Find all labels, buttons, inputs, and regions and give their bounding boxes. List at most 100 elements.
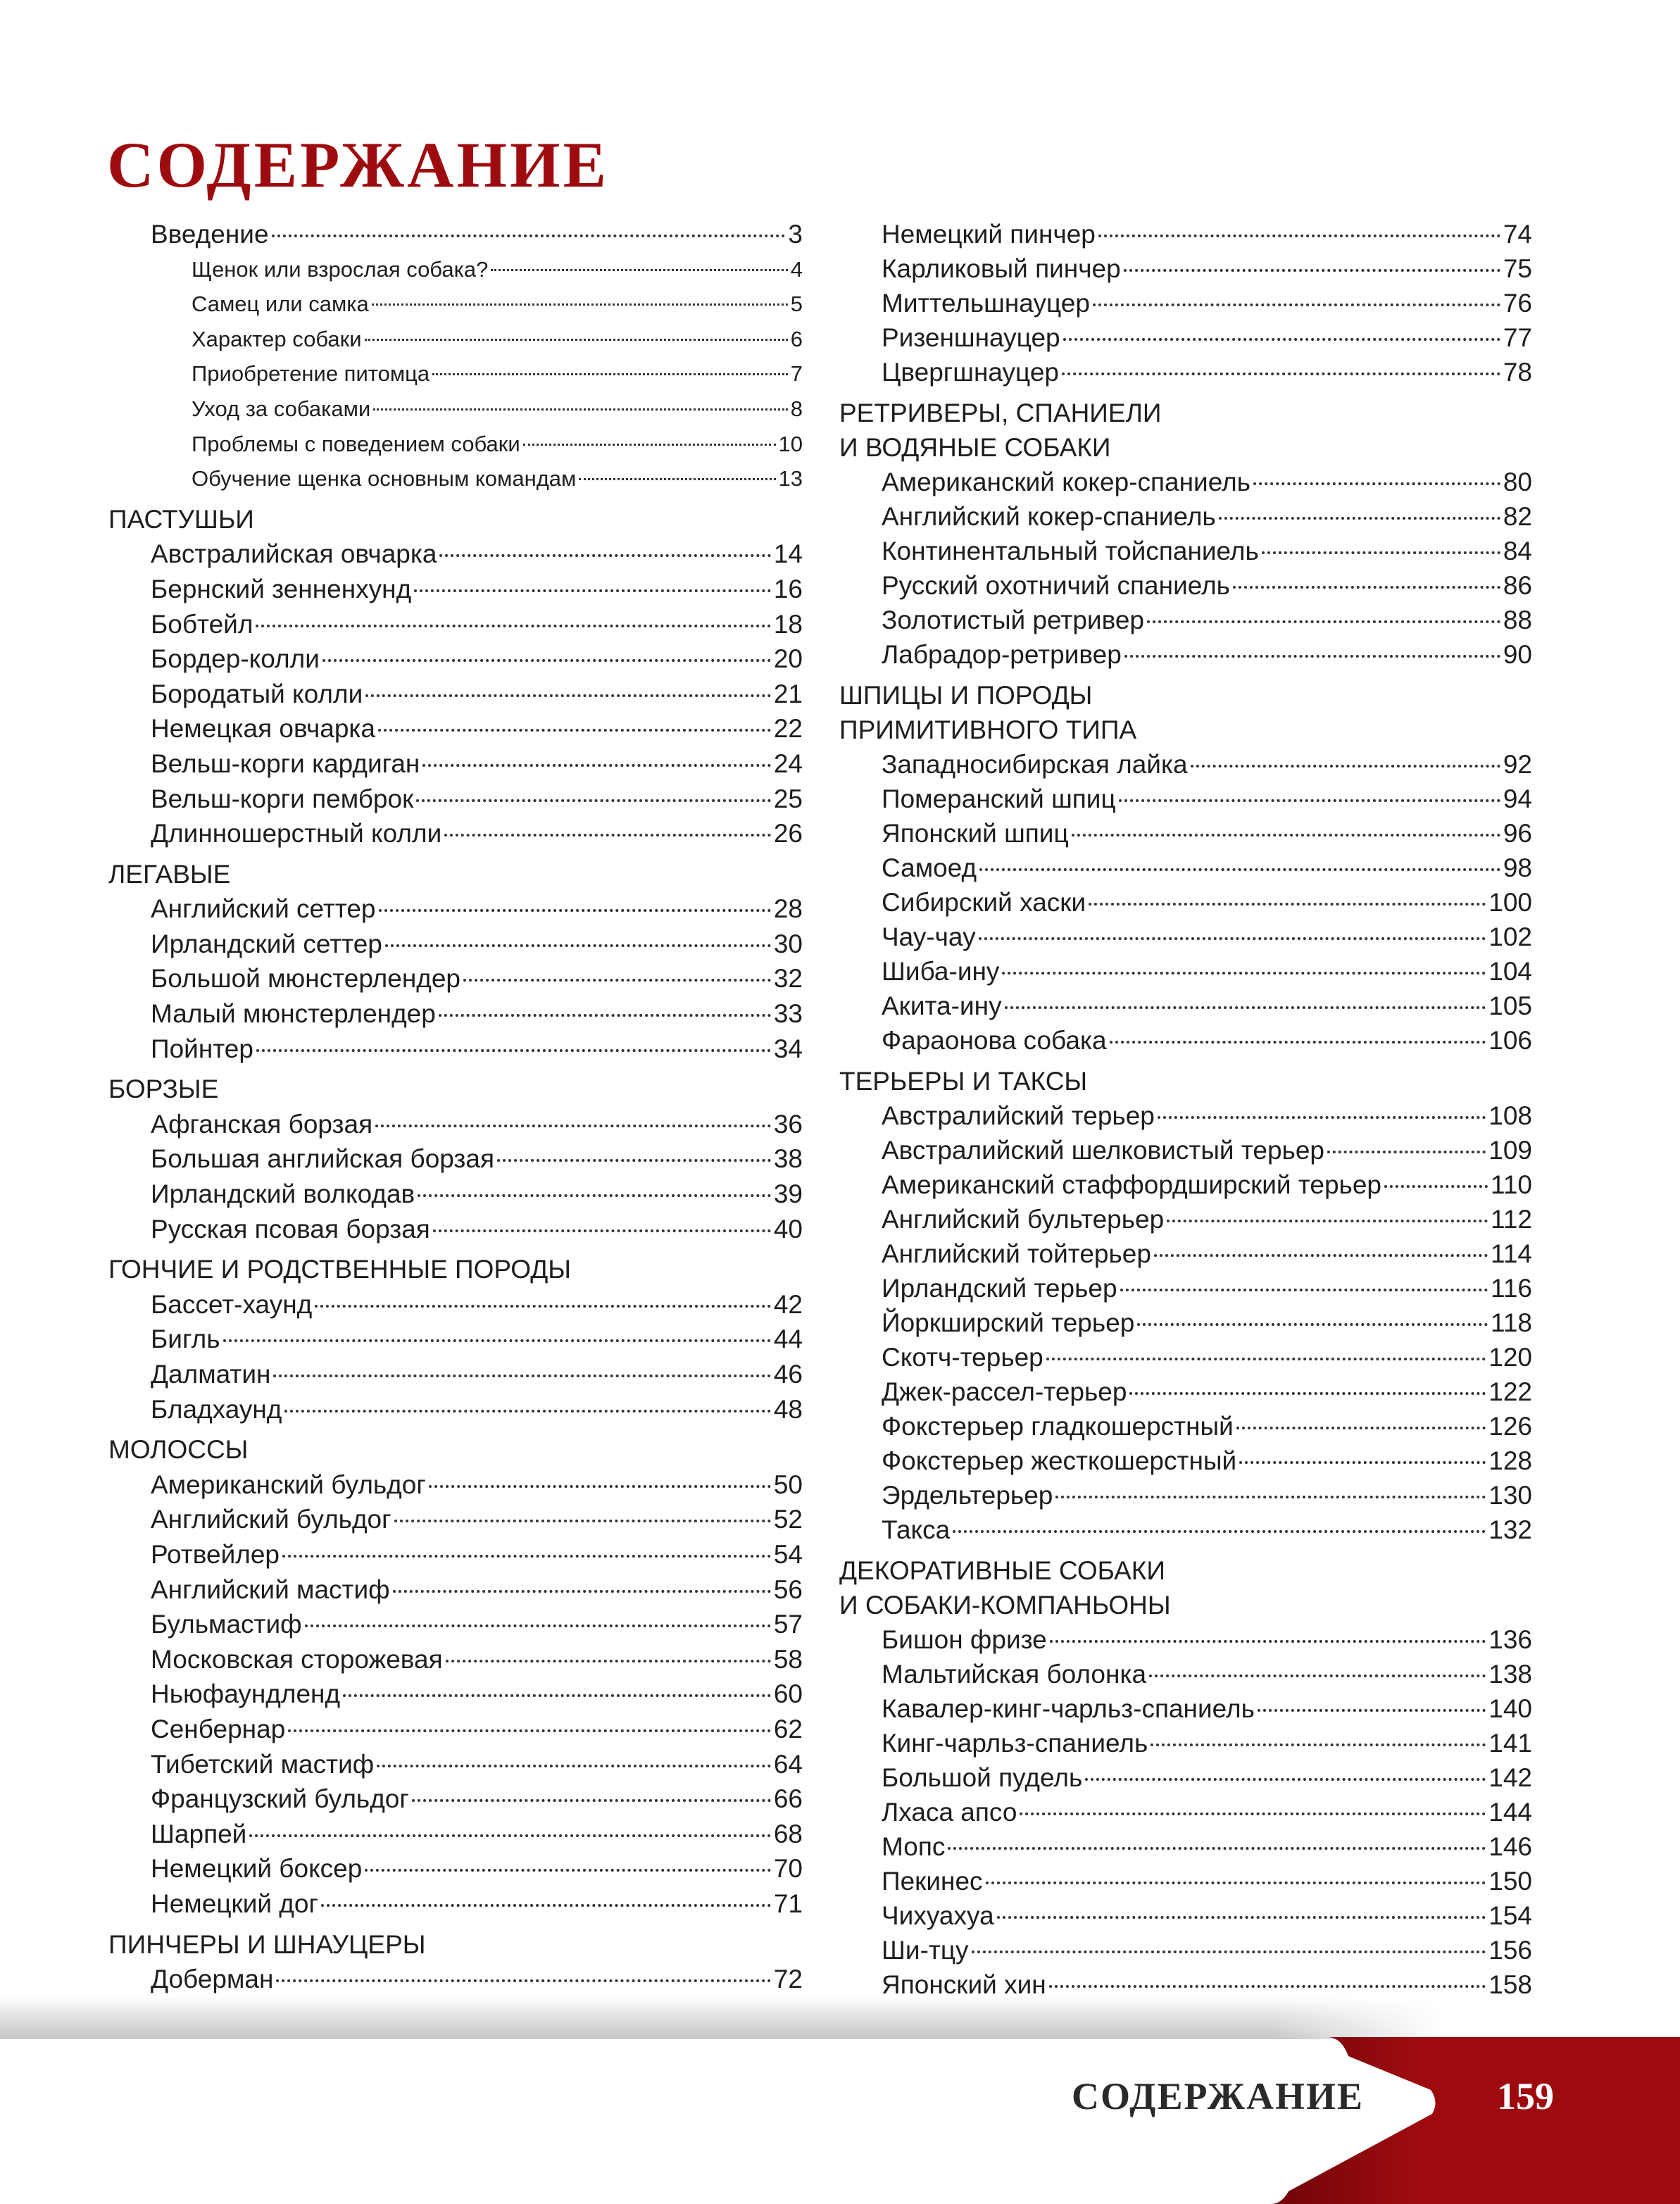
toc-entry[interactable]: Шарпей 68 — [108, 1817, 803, 1852]
toc-entry[interactable]: Русская псовая борзая 40 — [108, 1212, 803, 1247]
toc-entry[interactable]: Фокстерьер жесткошерстный 128 — [839, 1444, 1532, 1478]
toc-entry[interactable]: Бородатый колли 21 — [108, 677, 803, 712]
toc-entry[interactable]: Бернский зенненхунд 16 — [108, 572, 803, 607]
toc-entry[interactable]: Золотистый ретривер 88 — [839, 603, 1532, 637]
toc-entry[interactable]: Австралийский терьер 108 — [839, 1098, 1532, 1133]
dot-leader — [971, 1951, 1486, 1953]
toc-subentry[interactable]: Приобретение питомца 7 — [108, 356, 803, 392]
toc-subentry[interactable]: Обучение щенка основным командам 13 — [108, 461, 803, 496]
toc-entry[interactable]: Английский кокер-спаниель 82 — [839, 499, 1532, 534]
toc-entry[interactable]: Сенбернар 62 — [108, 1712, 803, 1747]
toc-subentry[interactable]: Самец или самка 5 — [108, 287, 803, 322]
toc-entry[interactable]: Австралийский шелковистый терьер 109 — [839, 1133, 1532, 1167]
toc-entry[interactable]: Чихуахуа 154 — [839, 1898, 1532, 1933]
toc-entry[interactable]: Американский кокер-спаниель 80 — [839, 465, 1532, 499]
toc-entry[interactable]: Немецкий пинчер 74 — [839, 217, 1532, 251]
toc-entry[interactable]: Ньюфаундленд 60 — [108, 1677, 803, 1712]
toc-entry[interactable]: Пойнтер 34 — [108, 1032, 803, 1067]
toc-entry[interactable]: Английский бультерьер 112 — [839, 1202, 1532, 1236]
toc-entry[interactable]: Лхаса апсо 144 — [839, 1795, 1532, 1829]
toc-entry[interactable]: Мопс 146 — [839, 1829, 1532, 1864]
toc-entry[interactable]: Австралийская овчарка 14 — [108, 537, 803, 572]
toc-entry-page: 14 — [773, 539, 803, 569]
toc-entry[interactable]: Введение 3 — [108, 217, 803, 252]
toc-entry[interactable]: Японский хин 158 — [839, 1967, 1532, 2002]
toc-entry[interactable]: Мальтийская болонка 138 — [839, 1657, 1532, 1691]
toc-entry[interactable]: Бигль 44 — [108, 1322, 803, 1357]
toc-entry[interactable]: Джек-рассел-терьер 122 — [839, 1375, 1532, 1409]
toc-entry[interactable]: Далматин 46 — [108, 1357, 803, 1392]
toc-entry[interactable]: Лабрадор-ретривер 90 — [839, 637, 1532, 672]
toc-entry-title: Бульмастиф — [151, 1610, 302, 1639]
toc-entry[interactable]: Бульмастиф 57 — [108, 1607, 803, 1642]
toc-entry[interactable]: Американский стаффордширский терьер 110 — [839, 1167, 1532, 1202]
toc-subentry[interactable]: Характер собаки 6 — [108, 322, 803, 357]
toc-entry[interactable]: Скотч-терьер 120 — [839, 1340, 1532, 1375]
toc-entry[interactable]: Вельш-корги кардиган 24 — [108, 746, 803, 782]
toc-entry-page: 64 — [773, 1749, 803, 1779]
toc-entry[interactable]: Английский мастиф 56 — [108, 1572, 803, 1608]
toc-entry[interactable]: Западносибирская лайка 92 — [839, 747, 1532, 782]
toc-entry[interactable]: Ротвейлер 54 — [108, 1537, 803, 1572]
toc-subentry[interactable]: Проблемы с поведением собаки 10 — [108, 427, 803, 462]
toc-entry[interactable]: Большой мюнстерлендер 32 — [108, 961, 803, 996]
toc-entry[interactable]: Бассет-хаунд 42 — [108, 1287, 803, 1322]
toc-entry[interactable]: Ирландский волкодав 39 — [108, 1177, 803, 1212]
toc-entry[interactable]: Длинношерстный колли 26 — [108, 816, 803, 851]
toc-section-heading: РЕТРИВЕРЫ, СПАНИЕЛИ И ВОДЯНЫЕ СОБАКИ — [839, 396, 1532, 465]
toc-entry[interactable]: Цвергшнауцер 78 — [839, 355, 1532, 389]
toc-entry[interactable]: Тибетский мастиф 64 — [108, 1747, 803, 1782]
toc-entry[interactable]: Малый мюнстерлендер 33 — [108, 996, 803, 1032]
toc-entry[interactable]: Эрдельтерьер 130 — [839, 1478, 1532, 1513]
toc-entry[interactable]: Пекинес 150 — [839, 1864, 1532, 1898]
toc-entry[interactable]: Немецкий дог 71 — [108, 1886, 803, 1922]
toc-entry[interactable]: Померанский шпиц 94 — [839, 782, 1532, 816]
toc-entry[interactable]: Акита-ину 105 — [839, 989, 1532, 1023]
toc-entry[interactable]: Кавалер-кинг-чарльз-спаниель 140 — [839, 1691, 1532, 1726]
toc-subentry[interactable]: Щенок или взрослая собака? 4 — [108, 252, 803, 287]
toc-entry[interactable]: Английский бульдог 52 — [108, 1502, 803, 1537]
toc-entry[interactable]: Фараонова собака 106 — [839, 1023, 1532, 1058]
toc-entry-page: 92 — [1503, 750, 1532, 779]
toc-entry[interactable]: Афганская борзая 36 — [108, 1107, 803, 1142]
toc-entry[interactable]: Сибирский хаски 100 — [839, 885, 1532, 920]
footer-page-number: 159 — [1497, 2075, 1554, 2117]
toc-entry[interactable]: Бобтейл 18 — [108, 607, 803, 642]
toc-entry[interactable]: Русский охотничий спаниель 86 — [839, 568, 1532, 603]
toc-entry[interactable]: Большая английская борзая 38 — [108, 1141, 803, 1177]
toc-column-right: Немецкий пинчер 74 Карликовый пинчер 75 Митт… — [839, 217, 1532, 2002]
toc-entry[interactable]: Йоркширский терьер 118 — [839, 1306, 1532, 1340]
toc-entry[interactable]: Ши-тцу 156 — [839, 1933, 1532, 1967]
toc-entry[interactable]: Самоед 98 — [839, 851, 1532, 885]
toc-entry-page: 42 — [773, 1289, 803, 1319]
toc-entry[interactable]: Карликовый пинчер 75 — [839, 251, 1532, 286]
toc-entry[interactable]: Бишон фризе 136 — [839, 1622, 1532, 1657]
toc-entry[interactable]: Чау-чау 102 — [839, 920, 1532, 954]
toc-entry[interactable]: Английский тойтерьер 114 — [839, 1236, 1532, 1271]
toc-entry[interactable]: Американский бульдог 50 — [108, 1467, 803, 1503]
toc-entry[interactable]: Континентальный тойспаниель 84 — [839, 534, 1532, 568]
toc-entry[interactable]: Такса 132 — [839, 1513, 1532, 1547]
toc-entry[interactable]: Кинг-чарльз-спаниель 141 — [839, 1726, 1532, 1760]
toc-entry[interactable]: Ризеншнауцер 77 — [839, 320, 1532, 355]
toc-entry[interactable]: Вельш-корги пемброк 25 — [108, 782, 803, 817]
toc-entry[interactable]: Немецкий боксер 70 — [108, 1851, 803, 1886]
toc-entry-page: 150 — [1488, 1867, 1532, 1896]
toc-entry[interactable]: Миттельшнауцер 76 — [839, 286, 1532, 320]
toc-entry[interactable]: Ирландский сеттер 30 — [108, 927, 803, 962]
toc-subentry[interactable]: Уход за собаками 8 — [108, 392, 803, 427]
toc-entry[interactable]: Японский шпиц 96 — [839, 816, 1532, 851]
toc-entry[interactable]: Французский бульдог 66 — [108, 1782, 803, 1817]
toc-entry[interactable]: Ирландский терьер 116 — [839, 1271, 1532, 1306]
toc-entry[interactable]: Шиба-ину 104 — [839, 954, 1532, 989]
toc-entry-page: 116 — [1491, 1274, 1532, 1303]
toc-entry[interactable]: Английский сеттер 28 — [108, 891, 803, 927]
toc-entry[interactable]: Бордер-колли 20 — [108, 641, 803, 677]
toc-entry[interactable]: Доберман 72 — [108, 1962, 803, 1997]
toc-entry[interactable]: Немецкая овчарка 22 — [108, 711, 803, 746]
toc-entry[interactable]: Бладхаунд 48 — [108, 1392, 803, 1427]
toc-entry-page: 110 — [1491, 1170, 1532, 1199]
toc-entry[interactable]: Большой пудель 142 — [839, 1760, 1532, 1795]
toc-entry[interactable]: Московская сторожевая 58 — [108, 1642, 803, 1677]
toc-entry[interactable]: Фокстерьер гладкошерстный 126 — [839, 1409, 1532, 1444]
